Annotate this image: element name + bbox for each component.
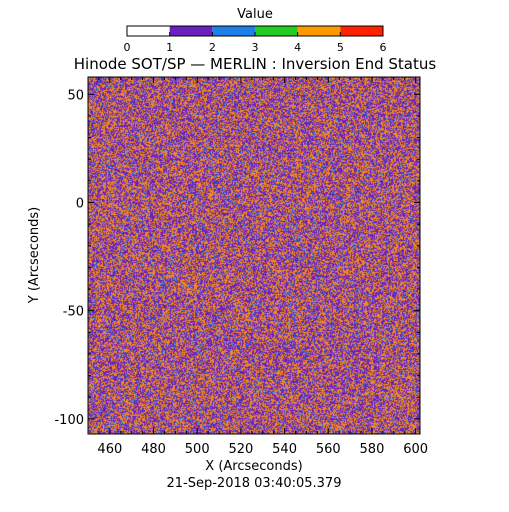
colorbar-bin-1 <box>170 26 213 36</box>
y-tick-label: 0 <box>76 196 84 211</box>
colorbar-tick-label: 2 <box>209 41 216 54</box>
colorbar-tick-label: 5 <box>337 41 344 54</box>
colorbar-bin-0 <box>127 26 170 36</box>
colorbar-bin-2 <box>212 26 255 36</box>
colorbar-tick-label: 1 <box>166 41 173 54</box>
colorbar-title: Value <box>237 7 273 22</box>
y-tick-label: 50 <box>67 88 84 103</box>
colorbar-bin-3 <box>255 26 298 36</box>
plot-area <box>88 77 420 434</box>
colorbar-bin-4 <box>298 26 341 36</box>
y-axis-label: Y (Arcseconds) <box>27 207 42 304</box>
heatmap-image <box>88 77 420 434</box>
x-tick-label: 540 <box>272 442 297 457</box>
colorbar-tick-label: 4 <box>294 41 301 54</box>
x-tick-label: 480 <box>141 442 166 457</box>
colorbar-tick-label: 3 <box>252 41 259 54</box>
y-tick-label: -50 <box>63 305 84 320</box>
x-tick-label: 460 <box>97 442 122 457</box>
x-tick-label: 580 <box>360 442 385 457</box>
chart-title: Hinode SOT/SP — MERLIN : Inversion End S… <box>74 55 437 73</box>
x-axis-label: X (Arcseconds) <box>205 459 302 474</box>
x-tick-label: 600 <box>403 442 428 457</box>
colorbar-tick-label: 6 <box>380 41 387 54</box>
timestamp: 21-Sep-2018 03:40:05.379 <box>167 476 342 491</box>
colorbar-bin-5 <box>340 26 383 36</box>
x-tick-label: 520 <box>228 442 253 457</box>
x-tick-label: 500 <box>185 442 210 457</box>
colorbar-tick-label: 0 <box>124 41 131 54</box>
x-tick-label: 560 <box>316 442 341 457</box>
y-tick-label: -100 <box>54 413 84 428</box>
